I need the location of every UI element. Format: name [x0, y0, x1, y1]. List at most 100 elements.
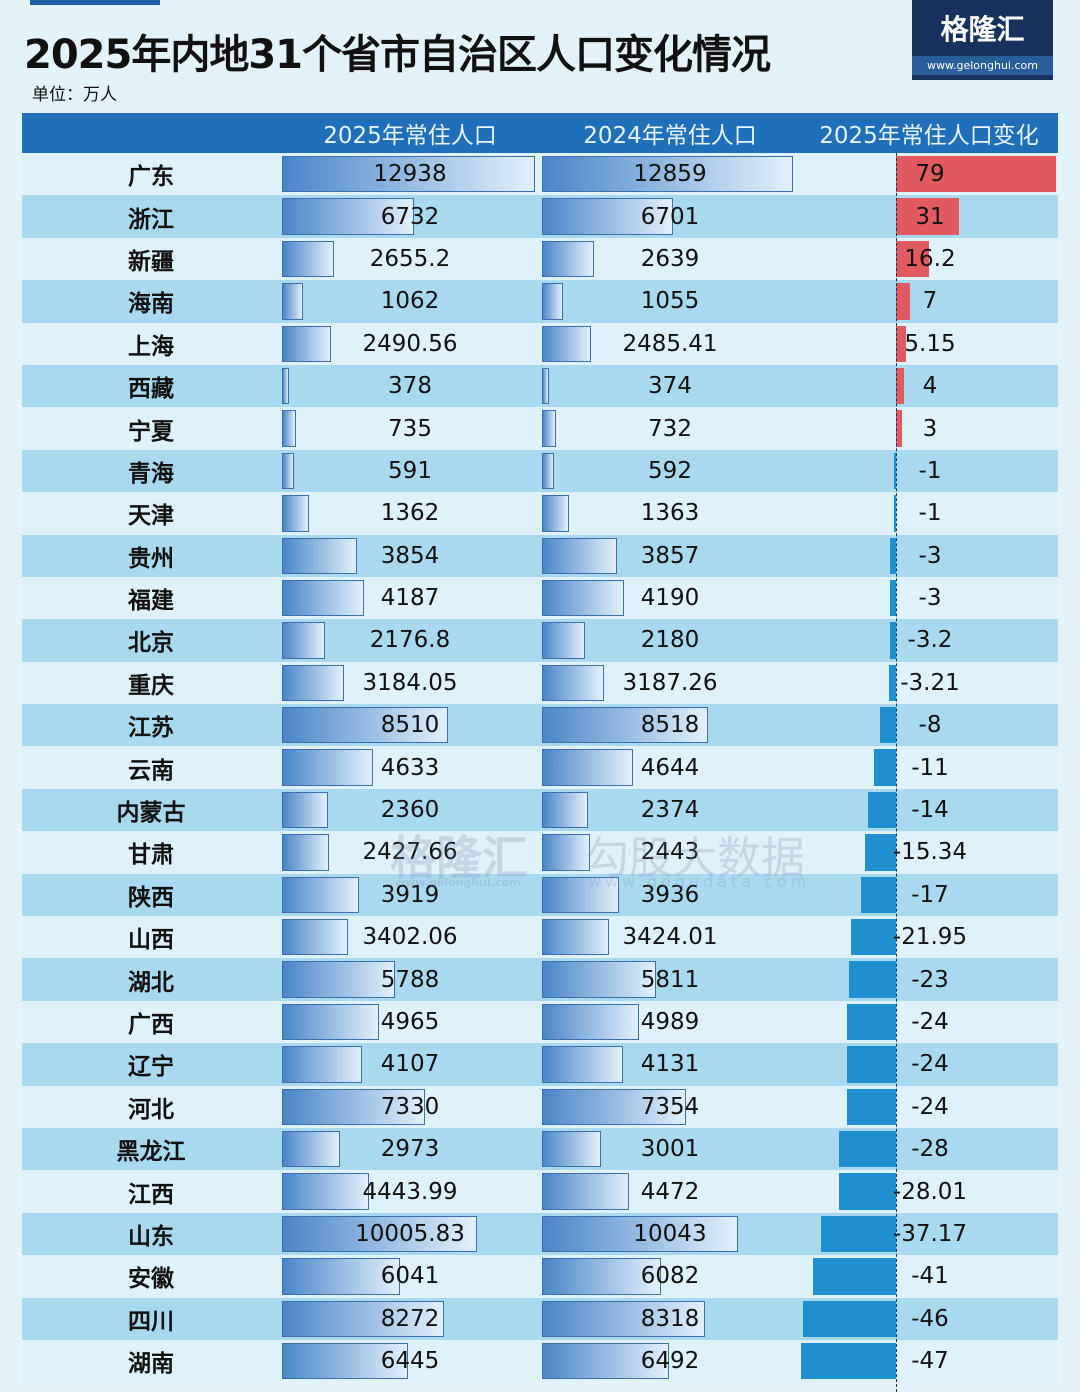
- change-value: -24: [911, 1051, 949, 1078]
- change-cell: -14: [800, 789, 1058, 831]
- pop-2024-cell: 10043: [540, 1213, 800, 1255]
- pop-2025-cell: 2973: [280, 1128, 540, 1170]
- pop-2024-cell: 4989: [540, 1001, 800, 1043]
- pop-2024-cell: 8318: [540, 1298, 800, 1340]
- pop-2024-bar: [542, 1046, 623, 1083]
- change-cell: 5.15: [800, 323, 1058, 365]
- change-cell: -28.01: [800, 1170, 1058, 1212]
- pop-2024-bar: [542, 1342, 669, 1380]
- table-row: 上海 2490.56 2485.41 5.15: [22, 322, 1058, 365]
- pop-2024-cell: 3936: [540, 874, 800, 916]
- pop-2025-cell: 7330: [280, 1086, 540, 1128]
- pop-2025-value: 8510: [380, 712, 440, 739]
- pop-2024-value: 2180: [640, 627, 700, 654]
- pop-2024-bar: [542, 198, 673, 235]
- pop-2025-bar: [282, 1003, 379, 1041]
- pop-2024-value: 3424.01: [622, 924, 718, 951]
- pop-2024-bar: [542, 452, 554, 490]
- province-name: 陕西: [128, 884, 174, 911]
- table-row: 黑龙江 2973 3001 -28: [22, 1127, 1058, 1171]
- pop-2025-value: 2490.56: [362, 330, 458, 357]
- pop-2024-cell: 2180: [540, 619, 800, 661]
- pop-2025-bar: [282, 495, 309, 532]
- pop-2024-bar: [542, 1088, 686, 1125]
- pop-2024-bar: [542, 707, 709, 744]
- table-row: 浙江 6732 6701 31: [22, 195, 1058, 238]
- pop-2025-bar: [282, 1173, 369, 1210]
- pop-2024-value: 2485.41: [622, 330, 718, 357]
- pop-2025-cell: 4965: [280, 1001, 540, 1043]
- province-name: 天津: [128, 503, 174, 530]
- change-cell: -24: [800, 1001, 1058, 1043]
- pop-2025-bar: [282, 1300, 444, 1337]
- pop-2025-value: 3184.05: [362, 669, 458, 696]
- pop-2024-cell: 12859: [540, 153, 800, 195]
- pop-2025-bar: [282, 579, 364, 617]
- pop-2025-value: 8272: [380, 1305, 440, 1332]
- province-name: 四川: [128, 1308, 174, 1335]
- pop-2025-value: 4107: [380, 1051, 440, 1078]
- change-value: 3: [922, 415, 938, 442]
- change-bar: [873, 749, 896, 786]
- change-bar: [851, 919, 896, 956]
- table-row: 甘肃 2427.66 2443 -15.34: [22, 831, 1058, 874]
- pop-2025-cell: 591: [280, 450, 540, 492]
- pop-2024-bar: [542, 156, 794, 193]
- pop-2024-value: 7354: [640, 1093, 700, 1120]
- province-name: 辽宁: [128, 1054, 174, 1081]
- pop-2024-value: 10043: [633, 1220, 707, 1247]
- pop-2025-cell: 735: [280, 407, 540, 449]
- change-cell: -17: [800, 874, 1058, 916]
- pop-2024-cell: 4190: [540, 577, 800, 619]
- table-row: 西藏 378 374 4: [22, 364, 1058, 408]
- population-table: 2025年常住人口 2024年常住人口 2025年常住人口变化 广东 12938…: [22, 113, 1058, 1383]
- pop-2025-cell: 2490.56: [280, 323, 540, 365]
- province-name: 黑龙江: [116, 1139, 186, 1166]
- pop-2025-bar: [282, 834, 330, 871]
- change-bar: [861, 876, 896, 914]
- pop-2025-bar: [282, 410, 297, 447]
- pop-2024-cell: 7354: [540, 1086, 800, 1128]
- pop-2024-bar: [542, 791, 589, 829]
- province-name: 云南: [128, 757, 174, 784]
- change-cell: -24: [800, 1086, 1058, 1128]
- change-value: -23: [911, 966, 949, 993]
- province-name: 内蒙古: [116, 800, 186, 827]
- pop-2024-cell: 3187.26: [540, 662, 800, 704]
- pop-2024-value: 1055: [640, 288, 700, 315]
- change-value: -1: [918, 457, 942, 484]
- pop-2024-bar: [542, 495, 569, 532]
- pop-2024-bar: [542, 1215, 739, 1253]
- logo-url: www.gelonghui.com: [912, 56, 1053, 75]
- pop-2024-cell: 374: [540, 365, 800, 407]
- pop-2024-bar: [542, 1258, 661, 1295]
- table-row: 青海 591 592 -1: [22, 449, 1058, 493]
- pop-2025-bar: [282, 961, 396, 998]
- change-value: 79: [915, 161, 945, 188]
- pop-2024-bar: [542, 410, 557, 447]
- pop-2025-bar: [282, 876, 359, 914]
- pop-2025-cell: 2655.2: [280, 238, 540, 280]
- change-bar: [893, 495, 896, 532]
- pop-2024-value: 3187.26: [622, 669, 718, 696]
- table-row: 内蒙古 2360 2374 -14: [22, 788, 1058, 832]
- pop-2025-value: 3854: [380, 542, 440, 569]
- pop-2024-cell: 2443: [540, 831, 800, 873]
- change-cell: 79: [800, 153, 1058, 195]
- pop-2024-value: 3001: [640, 1136, 700, 1163]
- pop-2024-value: 1363: [640, 500, 700, 527]
- pop-2024-cell: 6492: [540, 1340, 800, 1382]
- pop-2025-value: 591: [388, 457, 432, 484]
- header-2024: 2024年常住人口: [583, 123, 757, 149]
- table-row: 云南 4633 4644 -11: [22, 746, 1058, 789]
- pop-2024-cell: 2639: [540, 238, 800, 280]
- pop-2024-cell: 3857: [540, 535, 800, 577]
- pop-2024-cell: 2485.41: [540, 323, 800, 365]
- pop-2024-bar: [542, 1300, 705, 1337]
- change-cell: -46: [800, 1298, 1058, 1340]
- pop-2025-value: 1062: [380, 288, 440, 315]
- change-bar: [889, 664, 896, 702]
- change-bar: [896, 410, 903, 447]
- pop-2025-cell: 3919: [280, 874, 540, 916]
- change-bar: [896, 325, 907, 362]
